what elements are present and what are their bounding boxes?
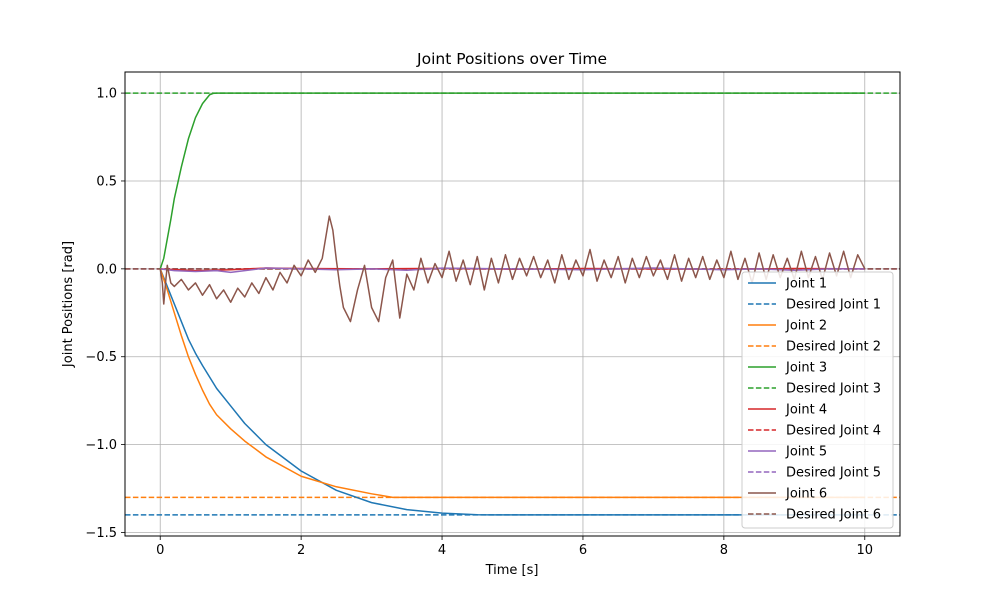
legend-label: Desired Joint 5 [786, 466, 881, 481]
x-tick-label: 2 [297, 543, 305, 558]
legend-label: Joint 4 [785, 403, 827, 418]
x-tick-label: 4 [438, 543, 446, 558]
legend-label: Joint 6 [785, 487, 827, 502]
series-line-joint-6 [159, 215, 866, 323]
y-tick-label: −1.0 [85, 438, 117, 453]
x-tick-label: 8 [720, 543, 728, 558]
y-tick-label: 0.0 [96, 262, 117, 277]
plot-area [125, 92, 900, 516]
x-tick-label: 6 [579, 543, 587, 558]
legend-label: Desired Joint 2 [786, 340, 881, 355]
legend-label: Joint 5 [785, 445, 827, 460]
legend: Joint 1 Desired Joint 1 Joint 2 Desired Joi… [741, 271, 894, 529]
axis-ticks: 0 2 4 6 8 10 1.0 0.5 0.0 −0.5 −1.0 −1.5 [85, 87, 873, 558]
chart-title: Joint Positions over Time [416, 50, 607, 68]
y-tick-label: 0.5 [96, 174, 117, 189]
series-line-joint-2 [159, 268, 865, 499]
x-axis-label: Time [s] [485, 563, 539, 578]
axes-frame [124, 71, 901, 537]
y-tick-label: 1.0 [96, 87, 117, 102]
legend-label: Joint 3 [785, 361, 827, 376]
x-tick-label: 10 [856, 543, 873, 558]
legend-label: Desired Joint 4 [786, 424, 881, 439]
series-line-joint-3 [159, 92, 865, 270]
y-axis-label: Joint Positions [rad] [61, 241, 76, 368]
legend-label: Desired Joint 1 [786, 298, 881, 313]
legend-label: Desired Joint 3 [786, 382, 881, 397]
series-line-joint-1 [159, 268, 865, 516]
legend-label: Joint 1 [785, 277, 827, 292]
x-tick-label: 0 [156, 543, 164, 558]
legend-box [741, 271, 894, 529]
legend-label: Desired Joint 6 [786, 508, 881, 523]
y-tick-label: −0.5 [85, 350, 117, 365]
y-tick-label: −1.5 [85, 526, 117, 541]
legend-label: Joint 2 [785, 319, 827, 334]
